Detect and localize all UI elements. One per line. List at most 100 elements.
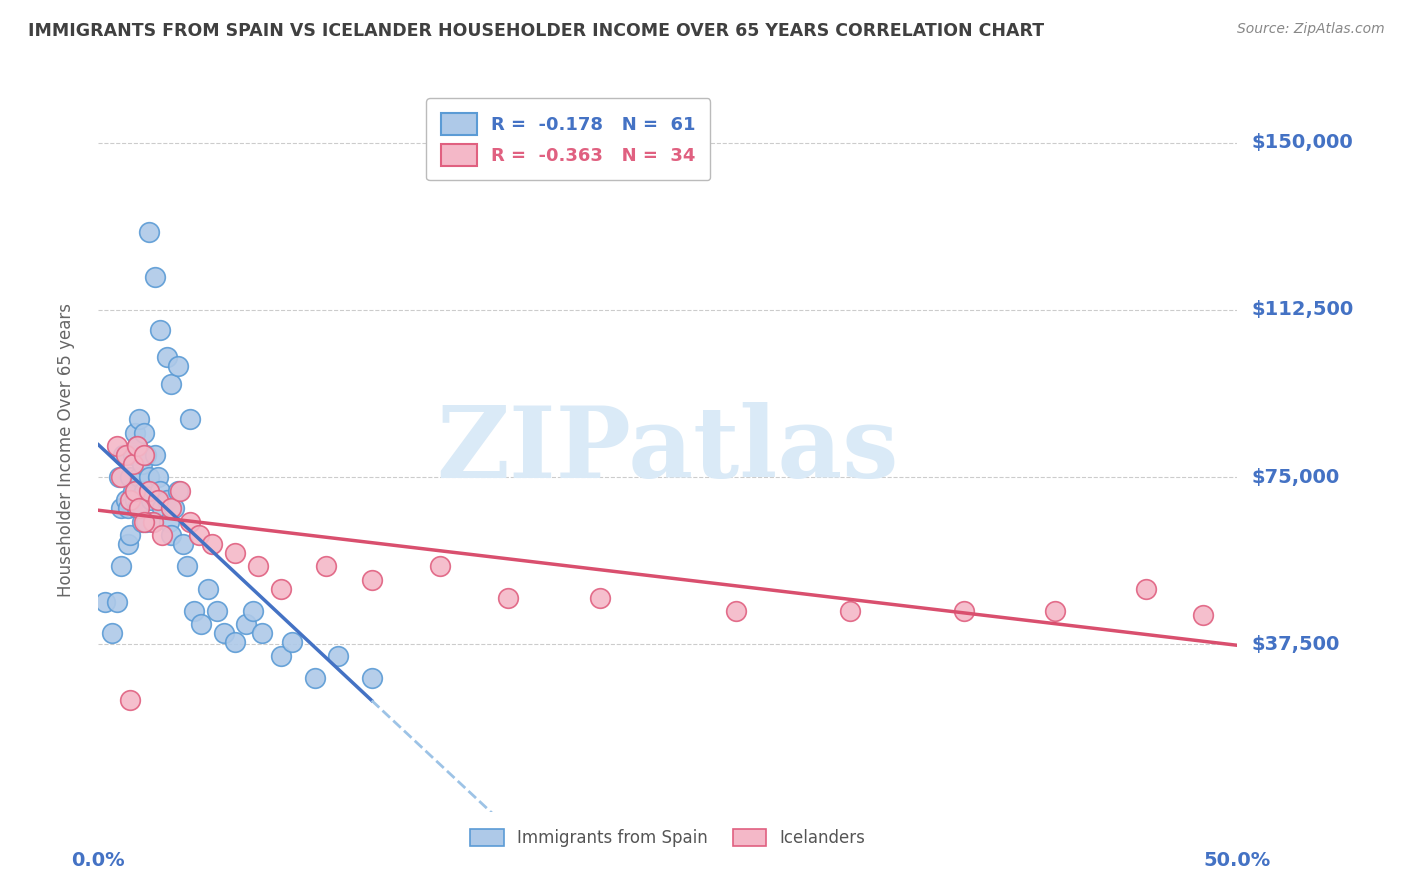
Point — [127, 439, 149, 453]
Point — [252, 626, 274, 640]
Point — [156, 492, 179, 507]
Point — [94, 595, 117, 609]
Point — [112, 448, 135, 462]
Point — [281, 635, 304, 649]
Point — [139, 492, 162, 507]
Point — [160, 501, 183, 516]
Text: 50.0%: 50.0% — [1204, 851, 1271, 870]
Point — [160, 528, 183, 542]
Point — [242, 604, 264, 618]
Point — [138, 483, 160, 498]
Point — [114, 492, 136, 507]
Text: $150,000: $150,000 — [1251, 133, 1353, 153]
Point — [839, 604, 862, 618]
Text: IMMIGRANTS FROM SPAIN VS ICELANDER HOUSEHOLDER INCOME OVER 65 YEARS CORRELATION : IMMIGRANTS FROM SPAIN VS ICELANDER HOUSE… — [28, 22, 1045, 40]
Point — [725, 604, 748, 618]
Point — [235, 617, 257, 632]
Point — [1135, 582, 1157, 596]
Point — [132, 425, 155, 440]
Point — [190, 617, 212, 632]
Point — [156, 350, 179, 364]
Point — [1043, 604, 1066, 618]
Point — [162, 501, 184, 516]
Point — [120, 492, 142, 507]
Text: 0.0%: 0.0% — [72, 851, 125, 870]
Point — [124, 492, 146, 507]
Point — [429, 559, 451, 574]
Point — [145, 269, 167, 284]
Text: ZIPatlas: ZIPatlas — [437, 402, 898, 499]
Point — [132, 483, 155, 498]
Point — [360, 573, 382, 587]
Point — [114, 448, 136, 462]
Point — [179, 515, 201, 529]
Point — [110, 470, 132, 484]
Point — [105, 595, 128, 609]
Point — [120, 693, 142, 707]
Point — [150, 501, 173, 516]
Point — [176, 559, 198, 574]
Point — [149, 323, 172, 337]
Point — [304, 671, 326, 685]
Point — [953, 604, 976, 618]
Text: $75,000: $75,000 — [1251, 467, 1340, 487]
Point — [110, 501, 132, 516]
Text: Source: ZipAtlas.com: Source: ZipAtlas.com — [1237, 22, 1385, 37]
Point — [169, 483, 191, 498]
Point — [224, 546, 246, 560]
Point — [117, 537, 139, 551]
Point — [135, 515, 157, 529]
Point — [360, 671, 382, 685]
Point — [120, 470, 142, 484]
Point — [110, 559, 132, 574]
Point — [131, 457, 153, 471]
Point — [160, 376, 183, 391]
Point — [131, 515, 153, 529]
Legend: Immigrants from Spain, Icelanders: Immigrants from Spain, Icelanders — [464, 822, 872, 854]
Text: $37,500: $37,500 — [1251, 635, 1340, 654]
Point — [128, 470, 150, 484]
Point — [224, 635, 246, 649]
Point — [167, 359, 190, 373]
Point — [212, 626, 235, 640]
Point — [127, 501, 149, 516]
Point — [128, 501, 150, 516]
Point — [270, 582, 292, 596]
Point — [127, 439, 149, 453]
Point — [588, 591, 610, 605]
Point — [246, 559, 269, 574]
Point — [138, 225, 160, 239]
Point — [105, 439, 128, 453]
Point — [172, 537, 194, 551]
Point — [179, 412, 201, 426]
Point — [315, 559, 337, 574]
Point — [121, 448, 143, 462]
Point — [1192, 608, 1215, 623]
Point — [121, 483, 143, 498]
Point — [132, 515, 155, 529]
Point — [120, 528, 142, 542]
Point — [205, 604, 228, 618]
Point — [149, 483, 172, 498]
Point — [142, 515, 165, 529]
Point — [326, 648, 349, 663]
Point — [270, 648, 292, 663]
Point — [187, 528, 209, 542]
Point — [197, 582, 219, 596]
Y-axis label: Householder Income Over 65 years: Householder Income Over 65 years — [56, 303, 75, 598]
Point — [108, 470, 131, 484]
Point — [167, 483, 190, 498]
Point — [145, 448, 167, 462]
Point — [124, 425, 146, 440]
Point — [117, 501, 139, 516]
Point — [146, 470, 169, 484]
Point — [124, 483, 146, 498]
Point — [183, 604, 205, 618]
Point — [498, 591, 520, 605]
Point — [146, 492, 169, 507]
Point — [138, 470, 160, 484]
Text: $112,500: $112,500 — [1251, 301, 1354, 319]
Point — [128, 412, 150, 426]
Point — [121, 457, 143, 471]
Point — [101, 626, 124, 640]
